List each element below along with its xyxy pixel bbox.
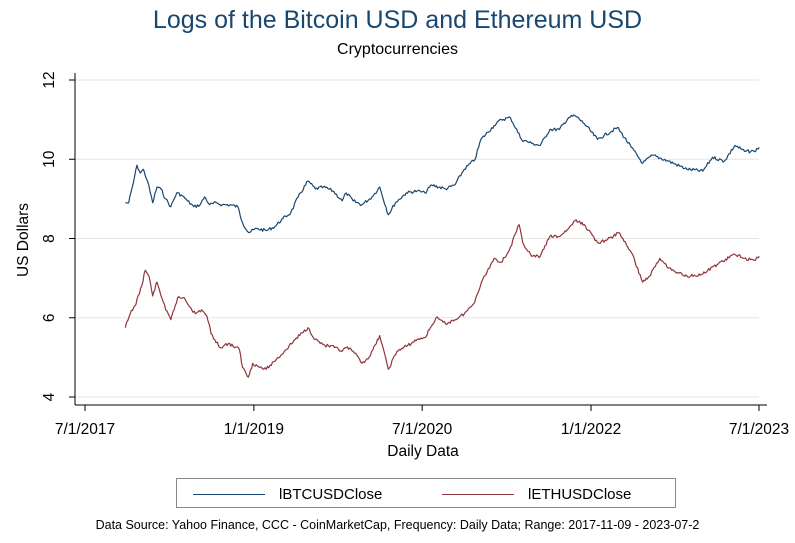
x-tick-label: 1/1/2022 xyxy=(561,421,621,438)
chart-subtitle: Cryptocurrencies xyxy=(337,41,458,58)
data-source-note: Data Source: Yahoo Finance, CCC - CoinMa… xyxy=(95,518,700,532)
x-tick-label: 7/1/2023 xyxy=(729,421,789,438)
y-tick-label: 10 xyxy=(41,150,58,168)
line-chart: 4 6 8 10 12 7/1/2017 1/1/2019 7/1/2020 1/1/2022 7… xyxy=(15,71,789,460)
y-tick-label: 12 xyxy=(41,71,58,88)
legend-label-eth: lETHUSDClose xyxy=(528,485,632,503)
series-line-lbtcusdclose xyxy=(125,114,760,234)
legend: lBTCUSDClose lETHUSDClose xyxy=(176,478,676,508)
gridlines xyxy=(75,79,759,398)
legend-label-btc: lBTCUSDClose xyxy=(279,485,383,503)
legend-item-eth: lETHUSDClose xyxy=(442,484,631,504)
y-tick-label: 4 xyxy=(41,392,58,401)
axes: 4 6 8 10 12 7/1/2017 1/1/2019 7/1/2020 1/1/2022 7… xyxy=(41,71,789,438)
x-tick-label: 7/1/2020 xyxy=(392,421,453,438)
x-axis-title: Daily Data xyxy=(387,443,459,460)
legend-item-btc: lBTCUSDClose xyxy=(193,484,382,504)
x-tick-label: 1/1/2019 xyxy=(224,421,284,438)
legend-swatch-btc xyxy=(193,493,265,495)
series-line-lethusdclose xyxy=(124,219,760,378)
y-tick-label: 8 xyxy=(41,234,58,243)
chart-title: Logs of the Bitcoin USD and Ethereum USD xyxy=(152,6,643,34)
legend-swatch-eth xyxy=(442,493,514,495)
x-tick-label: 7/1/2017 xyxy=(55,421,115,438)
y-axis-title: US Dollars xyxy=(15,203,32,277)
y-tick-label: 6 xyxy=(41,313,58,322)
series-lines xyxy=(124,114,760,378)
